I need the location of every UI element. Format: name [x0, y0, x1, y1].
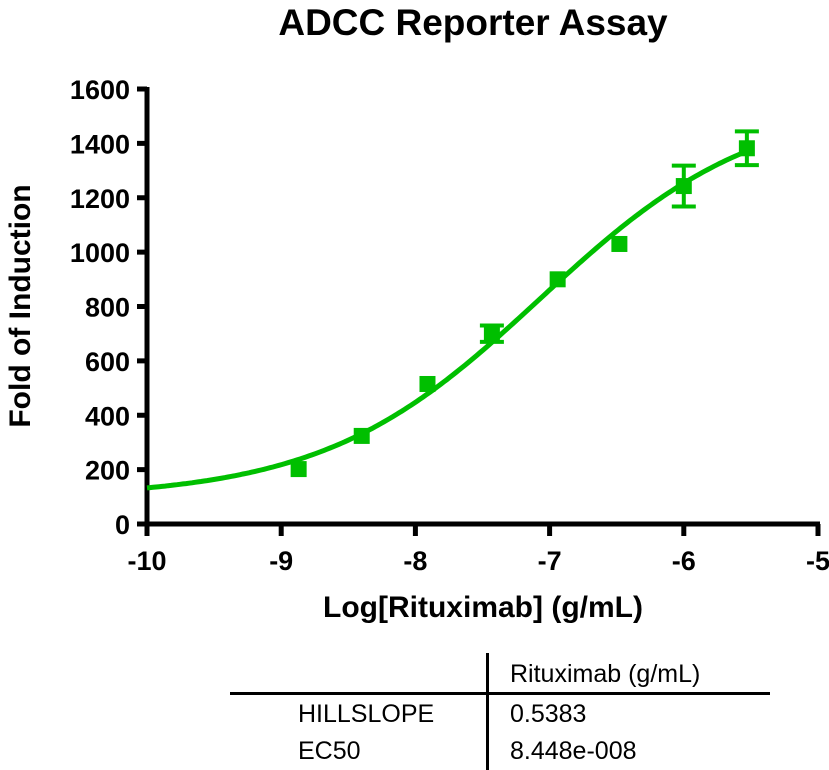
data-point-marker	[675, 178, 692, 195]
data-point-marker	[549, 271, 566, 288]
y-tick-label: 1200	[70, 184, 130, 214]
data-point-marker	[738, 140, 755, 157]
table-column-header: Rituximab (g/mL)	[510, 660, 701, 688]
x-axis-label: Log[Rituximab] (g/mL)	[323, 591, 643, 624]
data-point-marker	[611, 235, 628, 252]
x-tick-label: -8	[403, 546, 427, 576]
y-ticks: 0 200 400 600 800 1000 1200 1400 1600	[70, 75, 147, 540]
y-tick-label: 400	[85, 401, 130, 431]
table-row-label-hillslope: HILLSLOPE	[298, 700, 435, 728]
data-point-marker	[419, 375, 436, 392]
fit-curve	[146, 148, 748, 491]
data-point-marker	[483, 325, 500, 342]
y-tick-label: 0	[115, 510, 130, 540]
y-tick-label: 800	[85, 293, 130, 323]
table-vertical-divider	[486, 653, 489, 770]
x-tick-label: -7	[538, 546, 562, 576]
y-tick-label: 200	[85, 456, 130, 486]
data-point-marker	[290, 461, 307, 478]
table-horizontal-divider	[230, 692, 770, 695]
data-points	[290, 129, 759, 478]
y-tick-label: 1400	[70, 129, 130, 159]
x-tick-label: -10	[127, 546, 166, 576]
y-tick-label: 1600	[70, 75, 130, 105]
chart-title: ADCC Reporter Assay	[278, 2, 668, 43]
y-tick-label: 1000	[70, 238, 130, 268]
x-tick-label: -9	[269, 546, 293, 576]
x-ticks: -10 -9 -8 -7 -6 -5	[127, 524, 829, 576]
y-tick-label: 600	[85, 347, 130, 377]
table-row-value-ec50: 8.448e-008	[510, 737, 637, 765]
table-row-label-ec50: EC50	[298, 737, 361, 765]
x-tick-label: -6	[672, 546, 696, 576]
y-axis-label: Fold of Induction	[4, 184, 37, 427]
data-point-marker	[353, 427, 370, 444]
x-tick-label: -5	[806, 546, 829, 576]
table-row-value-hillslope: 0.5383	[510, 700, 587, 728]
